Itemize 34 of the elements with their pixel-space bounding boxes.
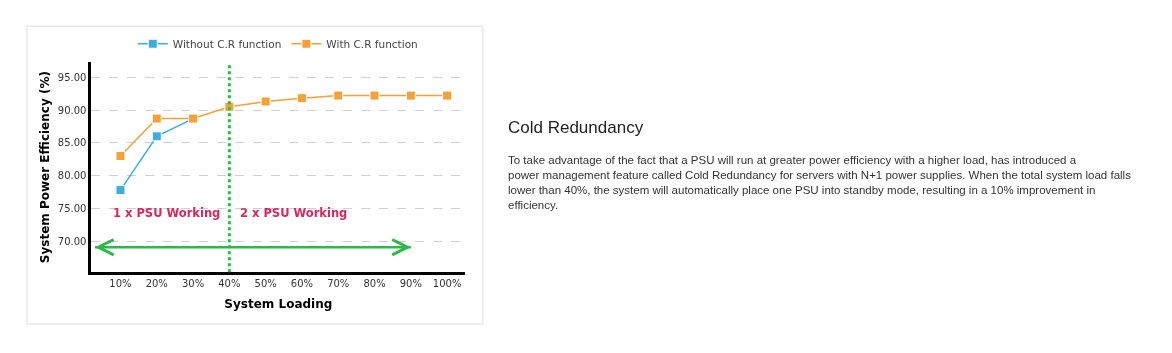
x-tick-label: 70%: [327, 278, 350, 290]
x-tick-label: 10%: [109, 278, 132, 290]
text: Cold Redundancy: [508, 118, 644, 137]
y-axis-title: System Power Efficiency (%): [38, 71, 53, 264]
y-tick-label: 95.00: [57, 71, 87, 83]
y-tick-label: 85.00: [57, 137, 87, 149]
x-tick-label: 50%: [254, 278, 277, 290]
y-tick-label: 80.00: [57, 170, 87, 182]
x-tick-label: 20%: [145, 278, 168, 290]
point: [405, 90, 416, 101]
x-axis-title: System Loading: [224, 297, 333, 312]
text: To take advantage of the fact that a PSU will run at greater power efficiency with a higher load, has introduced a power management feature called Cold Redundancy for servers with N+1 power supplies. When the total system load falls lower than 40%, the system will automatically place one PSU into standby mode, resulting in a 10% improvement in efficiency.: [508, 154, 1132, 211]
x-tick-label: 80%: [363, 278, 386, 290]
point: [151, 113, 162, 124]
point: [115, 185, 126, 196]
y-tick-label: 75.00: [57, 203, 87, 214]
point: [151, 131, 162, 142]
point: [369, 90, 380, 101]
x-tick-label: 90%: [399, 278, 422, 290]
point: [260, 96, 271, 107]
annotation: 2 x PSU Working: [240, 206, 348, 220]
x-tick-label: 30%: [181, 278, 205, 290]
x-tick-label: 100%: [432, 278, 462, 290]
y-tick-label: 70.00: [57, 235, 87, 247]
x-tick-label: 40%: [218, 278, 241, 290]
point: [115, 150, 126, 161]
point: [442, 90, 453, 101]
point: [333, 90, 344, 101]
legend-label: With C.R function: [326, 37, 418, 50]
x-tick-label: 60%: [290, 278, 314, 290]
point: [296, 93, 307, 104]
y-tick-label: 90.00: [57, 104, 87, 116]
legend-label: Without C.R function: [172, 37, 282, 50]
annotation: 1 x PSU Working: [113, 206, 221, 220]
